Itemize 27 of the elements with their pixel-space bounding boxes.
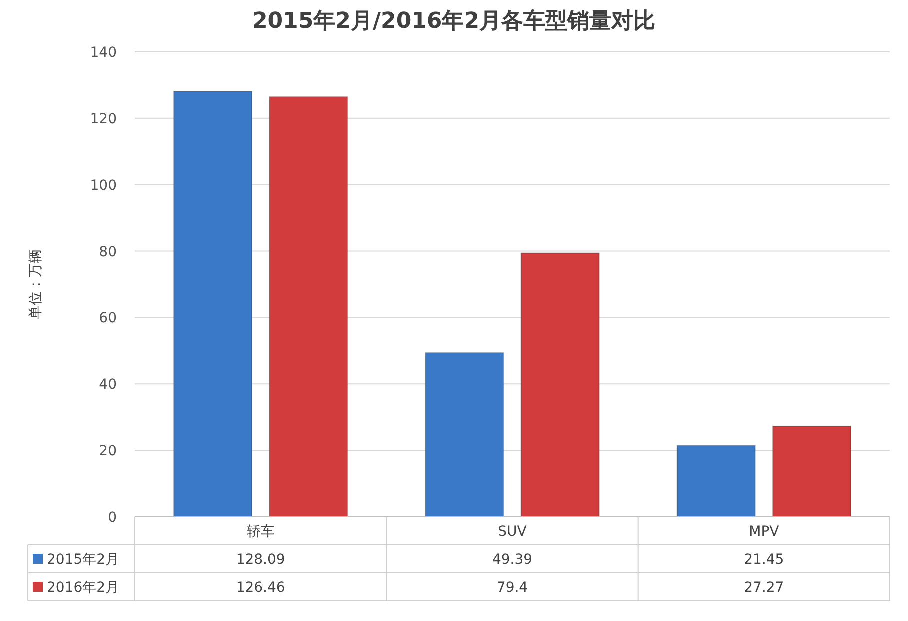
bar bbox=[772, 426, 852, 518]
data-label: 128.09 bbox=[236, 552, 286, 568]
y-tick-label: 100 bbox=[90, 178, 117, 194]
bar bbox=[425, 352, 504, 518]
x-tick-label: 轿车 bbox=[246, 524, 275, 540]
data-label: 126.46 bbox=[236, 580, 286, 596]
y-tick-label: 20 bbox=[99, 444, 117, 460]
bar bbox=[676, 445, 756, 518]
data-label: 49.39 bbox=[492, 552, 533, 568]
data-label: 21.45 bbox=[744, 552, 784, 568]
y-tick-label: 0 bbox=[108, 510, 117, 526]
y-tick-label: 140 bbox=[90, 45, 117, 61]
legend-label: 2016年2月 bbox=[47, 580, 120, 596]
x-tick-label: MPV bbox=[749, 524, 780, 540]
y-tick-label: 120 bbox=[90, 111, 117, 128]
bar bbox=[174, 91, 253, 518]
y-tick-label: 60 bbox=[99, 310, 117, 327]
bar bbox=[520, 252, 600, 518]
y-axis-title: 单位：万辆 bbox=[28, 250, 44, 320]
data-label: 79.4 bbox=[496, 580, 528, 596]
y-tick-label: 40 bbox=[99, 377, 117, 394]
y-tick-label: 80 bbox=[99, 244, 117, 260]
bar bbox=[269, 96, 348, 518]
chart-title: 2015年2月/2016年2月各车型销量对比 bbox=[252, 8, 656, 34]
x-tick-label: SUV bbox=[498, 524, 528, 540]
data-label: 27.27 bbox=[744, 580, 784, 596]
legend-label: 2015年2月 bbox=[47, 552, 120, 568]
